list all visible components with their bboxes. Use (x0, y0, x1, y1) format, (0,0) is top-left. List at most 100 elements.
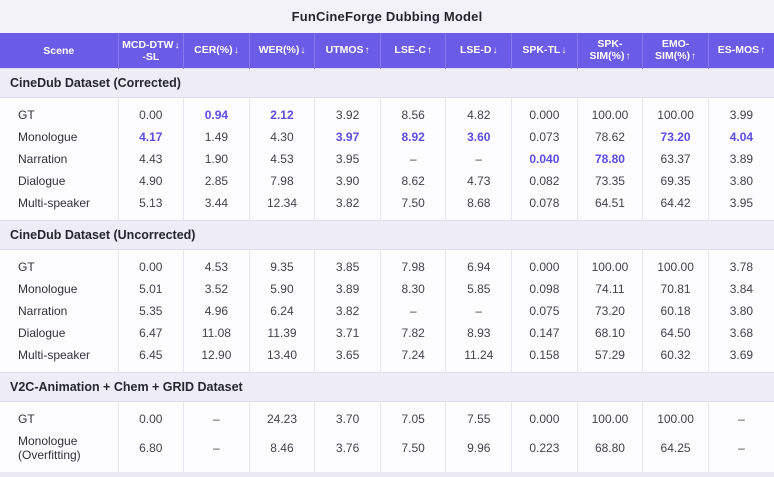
metric-cell: 6.24 (248, 300, 315, 322)
metric-cell: 74.11 (576, 278, 643, 300)
metric-cell: 8.56 (379, 97, 446, 126)
section-header: V2C-Animation + Chem + GRID Dataset (0, 372, 774, 402)
table-row: Narration 5.35 4.96 6.24 3.82– –0.075 73.20 60.… (0, 300, 774, 322)
column-header-lse-c: LSE-C↑ (379, 33, 446, 69)
metric-cell: 4.04 (707, 126, 774, 148)
metric-cell: 4.53 (248, 148, 315, 170)
arrow-up-icon: ↑ (691, 51, 697, 62)
metric-cell: – (445, 300, 512, 322)
metric-cell: 1.90 (183, 148, 250, 170)
metric-cell: 8.93 (445, 322, 512, 344)
metric-cell: 3.70 (314, 401, 381, 430)
metric-cell: 3.80 (707, 300, 774, 322)
column-label: SPK-SIM(%) (589, 38, 625, 62)
metric-cell: 6.94 (445, 249, 512, 278)
column-label-second-line: -SL (142, 50, 160, 63)
metric-cell: 3.89 (707, 148, 774, 170)
table-row: Dialogue 4.90 2.85 7.98 3.90 8.62 4.73 0.082 73.… (0, 170, 774, 192)
metric-cell: 3.71 (314, 322, 381, 344)
metric-cell: 8.68 (445, 192, 512, 221)
metric-cell: 3.60 (445, 126, 512, 148)
metric-cell: 7.55 (445, 401, 512, 430)
metric-cell: 0.073 (511, 126, 578, 148)
column-label: WER(%) (258, 44, 300, 56)
header-row: Scene MCD-DTW↓ -SL CER(%)↓ WER(%)↓ UTMOS↑ LSE-… (0, 33, 774, 69)
metric-cell: 100.00 (576, 249, 643, 278)
metric-cell: 63.37 (642, 148, 709, 170)
column-header-spk-sim: SPK-SIM(%)↑ (576, 33, 643, 69)
metric-cell: 5.13 (117, 192, 184, 221)
table-row: Monologue 4.17 1.49 4.30 3.97 8.92 3.60 0.073 78… (0, 126, 774, 148)
metric-cell: 8.30 (379, 278, 446, 300)
metric-cell: 3.95 (707, 192, 774, 221)
arrow-down-icon: ↓ (174, 39, 180, 51)
section-header-row: CineDub Dataset (Corrected) (0, 68, 774, 98)
arrow-up-icon: ↑ (625, 51, 631, 62)
table-row: Multi-speaker 6.45 12.90 13.40 3.65 7.24 11.24… (0, 344, 774, 373)
metric-cell: 8.62 (379, 170, 446, 192)
arrow-down-icon: ↓ (561, 45, 567, 56)
table-row: GT 0.00–24.23 3.70 7.05 7.55 0.000 100.00 100.0… (0, 401, 774, 430)
metric-cell: 3.80 (707, 170, 774, 192)
metric-cell: 4.96 (183, 300, 250, 322)
section-header-row: V2C-Animation + Chem + GRID Dataset (0, 372, 774, 402)
metric-cell: – (707, 430, 774, 472)
metric-cell: 8.46 (248, 430, 315, 472)
metric-cell: 3.82 (314, 192, 381, 221)
table-row: Dialogue 6.47 11.08 11.39 3.71 7.82 8.93 0.147 6… (0, 322, 774, 344)
metric-cell: 100.00 (642, 97, 709, 126)
metric-cell: 100.00 (576, 401, 643, 430)
metric-cell: 78.62 (576, 126, 643, 148)
metric-cell: – (379, 300, 446, 322)
metric-cell: – (707, 401, 774, 430)
metric-cell: 0.00 (117, 401, 184, 430)
metric-cell: 4.82 (445, 97, 512, 126)
table-row: Monologue (Overfitting) 6.80–8.46 3.76 7.50… (0, 430, 774, 472)
arrow-down-icon: ↓ (233, 45, 239, 56)
metric-cell: 13.40 (248, 344, 315, 373)
metric-cell: 0.098 (511, 278, 578, 300)
metric-cell: 2.12 (248, 97, 315, 126)
scene-cell: Multi-speaker (0, 192, 118, 221)
column-label: CER(%) (194, 44, 233, 56)
metric-cell: 4.73 (445, 170, 512, 192)
metric-cell: 8.92 (379, 126, 446, 148)
metric-cell: 9.35 (248, 249, 315, 278)
metric-cell: 7.82 (379, 322, 446, 344)
metric-cell: 3.82 (314, 300, 381, 322)
scene-cell: Dialogue (0, 322, 118, 344)
metric-cell: 4.17 (117, 126, 184, 148)
metric-cell: 4.30 (248, 126, 315, 148)
metric-cell: 100.00 (576, 97, 643, 126)
metric-cell: 60.18 (642, 300, 709, 322)
metric-cell: 68.80 (576, 430, 643, 472)
metric-cell: – (445, 148, 512, 170)
scene-cell: Narration (0, 300, 118, 322)
metric-cell: 12.90 (183, 344, 250, 373)
metric-cell: 0.000 (511, 249, 578, 278)
metric-cell: 24.23 (248, 401, 315, 430)
metric-cell: 0.94 (183, 97, 250, 126)
metric-cell: 7.50 (379, 430, 446, 472)
metric-cell: 69.35 (642, 170, 709, 192)
metric-cell: 2.85 (183, 170, 250, 192)
arrow-up-icon: ↑ (760, 45, 766, 56)
metric-cell: 3.78 (707, 249, 774, 278)
arrow-up-icon: ↑ (426, 45, 432, 56)
scene-cell: Monologue (0, 278, 118, 300)
column-label: MCD-DTW (122, 38, 174, 51)
metric-cell: 6.80 (117, 430, 184, 472)
metric-cell: 7.50 (379, 192, 446, 221)
scene-cell: Multi-speaker (0, 344, 118, 373)
scene-cell: Monologue (Overfitting) (0, 430, 118, 472)
column-header-cer: CER(%)↓ (183, 33, 250, 69)
column-label: LSE-D (460, 44, 492, 56)
metric-cell: 3.89 (314, 278, 381, 300)
column-header-scene: Scene (0, 33, 118, 69)
column-header-mcd-dtw-sl: MCD-DTW↓ -SL (117, 33, 184, 69)
metric-cell: 0.000 (511, 97, 578, 126)
metric-cell: 0.000 (511, 401, 578, 430)
scene-cell: Narration (0, 148, 118, 170)
metric-cell: 6.47 (117, 322, 184, 344)
